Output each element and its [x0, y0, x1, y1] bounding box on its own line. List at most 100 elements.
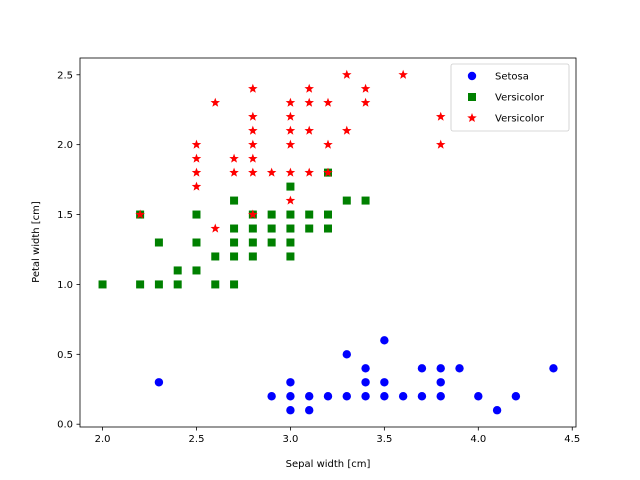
- data-point: [230, 196, 239, 205]
- series-2: [98, 168, 370, 289]
- x-tick-label: 4.0: [470, 434, 486, 445]
- data-point: [436, 392, 445, 401]
- legend-marker: [467, 71, 477, 81]
- data-point: [455, 364, 464, 373]
- data-point: [210, 97, 221, 107]
- data-point: [436, 378, 445, 387]
- data-point: [305, 210, 314, 219]
- data-point: [210, 223, 221, 233]
- x-tick-label: 3.0: [282, 434, 298, 445]
- data-point: [267, 210, 276, 219]
- data-point: [436, 364, 445, 373]
- data-point: [417, 392, 427, 401]
- data-point: [286, 182, 295, 191]
- legend-label: Versicolor: [495, 114, 545, 125]
- data-point: [248, 139, 258, 149]
- data-point: [286, 406, 295, 415]
- data-point: [324, 224, 332, 233]
- data-point: [285, 125, 296, 135]
- data-point: [323, 97, 333, 107]
- data-point: [267, 238, 276, 247]
- data-point: [229, 167, 239, 177]
- series-1: [154, 336, 558, 415]
- data-point: [191, 139, 202, 149]
- data-point: [285, 111, 296, 121]
- data-point: [192, 238, 201, 247]
- data-point: [229, 153, 239, 163]
- x-axis: 2.0 2.5 3.0 3.5 4.0 4.5: [95, 427, 580, 445]
- data-point: [474, 392, 483, 401]
- data-point: [380, 378, 389, 387]
- data-point: [305, 406, 314, 415]
- axes-frame: [79, 57, 577, 428]
- data-point: [417, 364, 427, 373]
- data-point: [285, 195, 296, 205]
- data-point: [360, 97, 371, 107]
- data-point: [248, 224, 257, 233]
- data-point: [154, 378, 164, 387]
- data-point: [285, 97, 296, 107]
- x-tick-label: 2.5: [189, 434, 205, 445]
- data-point: [286, 392, 295, 401]
- x-tick-label: 4.5: [564, 434, 580, 445]
- data-point: [342, 69, 352, 79]
- data-point: [435, 139, 446, 149]
- legend-marker: [467, 113, 477, 123]
- y-tick-label: 2.5: [57, 70, 73, 81]
- data-point: [248, 167, 258, 177]
- data-point: [342, 350, 351, 359]
- y-tick-label: 2.0: [57, 140, 73, 151]
- data-point: [380, 336, 389, 345]
- data-point: [286, 378, 295, 387]
- legend: Setosa Versicolor Versicolor: [450, 63, 570, 132]
- x-tick-label: 2.0: [95, 434, 111, 445]
- data-point: [230, 280, 239, 289]
- data-point: [267, 392, 276, 401]
- data-point: [98, 280, 107, 289]
- data-point: [305, 224, 314, 233]
- data-point: [511, 392, 521, 401]
- data-point: [136, 280, 145, 289]
- data-point: [361, 196, 370, 205]
- x-axis-label: Sepal width [cm]: [286, 459, 371, 470]
- data-point: [285, 167, 296, 177]
- data-point: [230, 252, 239, 261]
- data-point: [248, 83, 258, 93]
- data-point: [267, 224, 276, 233]
- data-point: [248, 252, 257, 261]
- series-3: [135, 69, 446, 233]
- data-point: [211, 252, 220, 261]
- data-point: [211, 280, 220, 289]
- data-point: [173, 266, 182, 275]
- y-axis: 0.0 0.5 1.0 1.5 2.0 2.5: [57, 70, 80, 431]
- data-point: [342, 392, 351, 401]
- data-point: [323, 167, 333, 177]
- data-point: [549, 364, 558, 373]
- data-point: [285, 139, 296, 149]
- data-point: [361, 392, 370, 401]
- y-tick-label: 0.0: [57, 420, 73, 431]
- data-point: [248, 238, 257, 247]
- data-point: [154, 280, 163, 289]
- y-axis-label: Petal width [cm]: [31, 201, 42, 283]
- data-point: [191, 167, 202, 177]
- data-point: [324, 210, 332, 219]
- data-point: [360, 83, 371, 93]
- data-point: [191, 153, 202, 163]
- data-point: [154, 238, 163, 247]
- data-point: [398, 392, 408, 401]
- y-tick-label: 1.5: [57, 210, 73, 221]
- data-point: [342, 196, 351, 205]
- data-point: [304, 167, 314, 177]
- legend-marker: [468, 93, 476, 101]
- data-point: [380, 392, 389, 401]
- data-point: [398, 69, 408, 79]
- data-point: [361, 378, 370, 387]
- data-point: [173, 280, 182, 289]
- data-point: [230, 238, 239, 247]
- data-point: [135, 209, 145, 219]
- data-point: [286, 224, 295, 233]
- data-point: [286, 210, 295, 219]
- data-point: [248, 153, 258, 163]
- legend-label: Setosa: [495, 72, 529, 83]
